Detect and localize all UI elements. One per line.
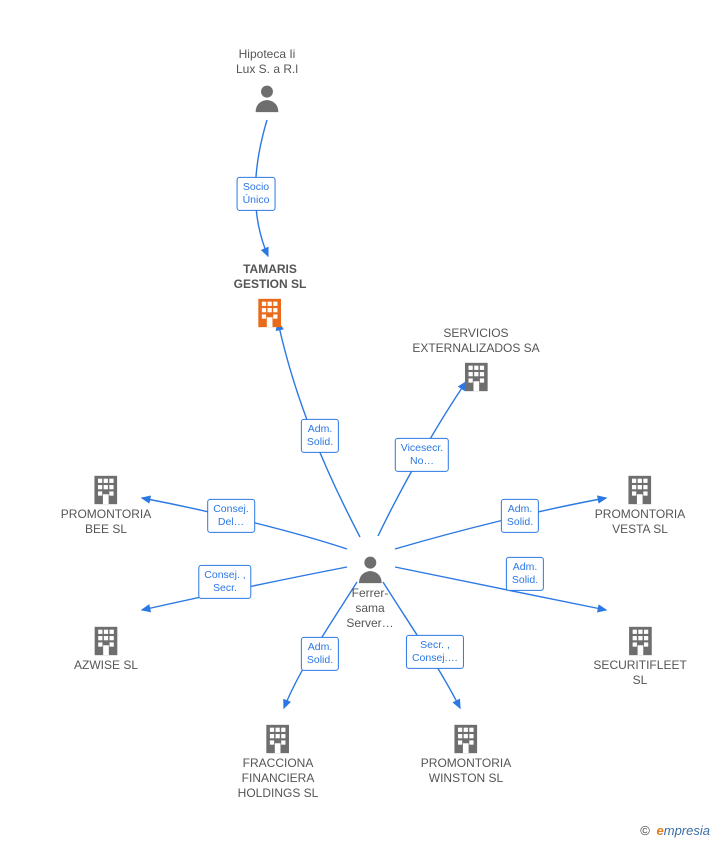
edge-label-ferrer-promwin: Secr. ,Consej.… xyxy=(406,635,464,669)
node-hipoteca: Hipoteca IiLux S. a R.l xyxy=(236,47,298,115)
node-promwin: PROMONTORIAWINSTON SL xyxy=(421,718,511,786)
node-label-hipoteca: Hipoteca IiLux S. a R.l xyxy=(236,47,298,76)
node-securiti: SECURITIFLEET SL xyxy=(593,620,686,688)
node-label-ferrer: Ferrer-samaServer… xyxy=(346,586,393,630)
node-label-prombee: PROMONTORIABEE SL xyxy=(61,507,151,536)
node-label-fracciona: FRACCIONAFINANCIERAHOLDINGS SL xyxy=(238,756,319,800)
node-tamaris: TAMARISGESTION SL xyxy=(234,262,307,330)
node-label-azwise: AZWISE SL xyxy=(74,658,138,672)
edge-label-ferrer-fracciona: Adm.Solid. xyxy=(301,637,339,671)
node-label-tamaris: TAMARISGESTION SL xyxy=(234,262,307,291)
copyright-symbol: © xyxy=(640,823,650,838)
diagram-canvas xyxy=(0,0,728,850)
node-azwise: AZWISE SL xyxy=(74,620,138,673)
footer-attribution: © empresia xyxy=(640,823,710,838)
brand-rest: mpresia xyxy=(664,823,710,838)
edge-label-ferrer-prombee: Consej.Del… xyxy=(207,499,255,533)
node-label-servicios: SERVICIOSEXTERNALIZADOS SA xyxy=(412,326,539,355)
edge-label-ferrer-tamaris: Adm.Solid. xyxy=(301,419,339,453)
node-label-promvesta: PROMONTORIAVESTA SL xyxy=(595,507,685,536)
edge-label-ferrer-servicios: Vicesecr.No… xyxy=(395,438,449,472)
node-ferrer: Ferrer-samaServer… xyxy=(346,548,393,631)
edge-label-ferrer-azwise: Consej. ,Secr. xyxy=(198,565,251,599)
node-label-securiti: SECURITIFLEET SL xyxy=(593,658,686,687)
edge-ferrer-securiti xyxy=(395,567,606,610)
node-fracciona: FRACCIONAFINANCIERAHOLDINGS SL xyxy=(238,718,319,801)
edge-label-hipoteca-tamaris: SocioÚnico xyxy=(237,177,276,211)
node-promvesta: PROMONTORIAVESTA SL xyxy=(595,469,685,537)
brand-e: e xyxy=(657,823,664,838)
node-servicios: SERVICIOSEXTERNALIZADOS SA xyxy=(412,326,539,394)
edge-label-ferrer-promvesta: Adm.Solid. xyxy=(501,499,539,533)
edge-label-ferrer-securiti: Adm.Solid. xyxy=(506,557,544,591)
node-prombee: PROMONTORIABEE SL xyxy=(61,469,151,537)
node-label-promwin: PROMONTORIAWINSTON SL xyxy=(421,756,511,785)
